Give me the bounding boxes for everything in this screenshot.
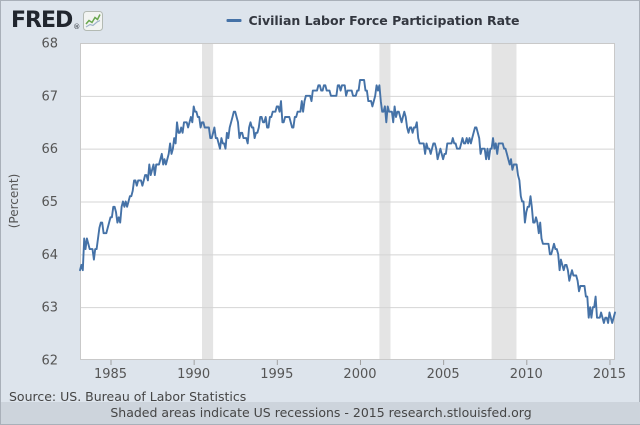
y-axis-labels: 62 63 64 65 66 67 68: [41, 37, 58, 369]
x-tick-label: 1990: [177, 367, 210, 382]
x-axis-ticks: 1985 1990 1995 2000 2005 2010 2015: [94, 360, 626, 382]
y-tick-label: 68: [41, 37, 58, 52]
source-text: Source: US. Bureau of Labor Statistics: [9, 389, 247, 404]
legend-line-marker: [226, 19, 242, 22]
x-tick-label: 2005: [427, 367, 460, 382]
y-tick-label: 66: [41, 142, 58, 157]
registered-mark: ®: [73, 23, 81, 31]
x-tick-label: 1985: [94, 367, 127, 382]
legend-series-label: Civilian Labor Force Participation Rate: [248, 13, 520, 28]
y-tick-label: 63: [41, 301, 58, 316]
line-chart: 1985 1990 1995 2000 2005 2010 2015 62636465666…: [7, 37, 626, 383]
chart-legend: Civilian Labor Force Participation Rate: [226, 13, 520, 28]
y-tick-label: 64: [41, 248, 58, 263]
y-tick-label: 62: [41, 354, 58, 369]
data-line: [79, 79, 616, 324]
fred-logo: FRED ®: [11, 8, 104, 33]
plot-area-border: [80, 43, 615, 360]
fred-sparkline-icon: [83, 10, 104, 31]
fred-logo-text: FRED: [11, 8, 73, 33]
x-tick-label: 1995: [260, 367, 293, 382]
y-axis-title: (Percent): [7, 174, 21, 229]
chart-header: FRED ® Civilian Labor Force Participatio…: [1, 1, 640, 41]
x-tick-label: 2015: [593, 367, 626, 382]
y-tick-label: 65: [41, 195, 58, 210]
footer-note: Shaded areas indicate US recessions - 20…: [1, 402, 640, 424]
x-tick-label: 2010: [510, 367, 543, 382]
x-tick-label: 2000: [343, 367, 376, 382]
y-tick-label: 67: [41, 89, 58, 104]
